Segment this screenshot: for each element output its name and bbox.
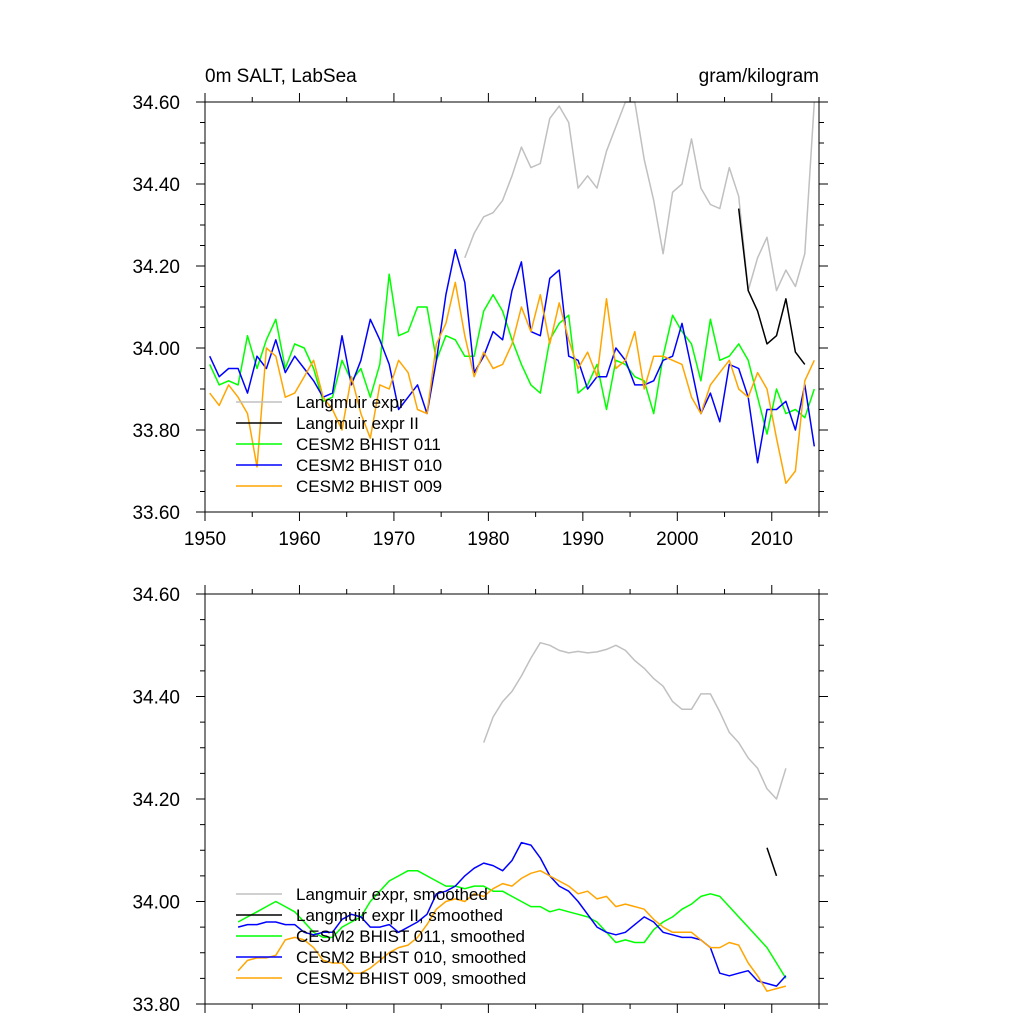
y-tick-label: 34.00 <box>132 339 180 360</box>
top-ticks-layer: 1950 1960 1970 1980 1990 2000 2010 33.60 33.80 34… <box>132 93 828 550</box>
legend-label: CESM2 BHIST 009 <box>296 477 442 496</box>
series-line-1-1 <box>766 847 778 877</box>
top-series-layer <box>209 101 816 485</box>
legend-label: CESM2 BHIST 009, smoothed <box>296 969 526 988</box>
legend-label: CESM2 BHIST 010 <box>296 456 442 475</box>
top-panel: 1950 1960 1970 1980 1990 2000 2010 33.60 33.80 34… <box>132 66 828 550</box>
y-tick-label: 34.60 <box>132 585 180 606</box>
x-tick-label: 1970 <box>373 529 415 550</box>
x-tick-label: 1960 <box>278 529 320 550</box>
y-tick-label: 34.40 <box>132 688 180 709</box>
legend-label: CESM2 BHIST 010, smoothed <box>296 948 526 967</box>
series-line-1-0 <box>482 641 787 800</box>
y-tick-label: 34.00 <box>132 893 180 914</box>
legend-label: Langmuir expr II <box>296 414 419 433</box>
bottom-ticks-layer: 33.80 34.00 34.20 34.40 34.60 <box>132 585 828 1016</box>
y-tick-label: 34.20 <box>132 790 180 811</box>
y-tick-label: 34.20 <box>132 257 180 278</box>
bottom-legend: Langmuir expr, smoothed Langmuir expr II,… <box>236 885 526 988</box>
bottom-panel: 33.80 34.00 34.20 34.40 34.60 Langmuir expr,… <box>132 585 828 1016</box>
legend-label: CESM2 BHIST 011 <box>296 435 441 454</box>
series-line-1-2 <box>237 869 787 979</box>
x-tick-label: 1990 <box>562 529 604 550</box>
series-line-1-3 <box>237 841 787 987</box>
series-line-0-2 <box>209 273 816 435</box>
legend-label: Langmuir expr <box>296 393 405 412</box>
y-tick-label: 33.80 <box>132 421 180 442</box>
y-tick-label: 33.60 <box>132 503 180 524</box>
top-title: 0m SALT, LabSea <box>205 66 357 87</box>
y-tick-label: 34.40 <box>132 175 180 196</box>
top-legend: Langmuir expr Langmuir expr II CESM2 BHIST… <box>236 393 442 496</box>
series-line-0-1 <box>737 208 806 365</box>
series-line-0-0 <box>464 101 816 292</box>
y-tick-label: 33.80 <box>132 995 180 1016</box>
legend-label: Langmuir expr II, smoothed <box>296 906 503 925</box>
x-tick-label: 1950 <box>184 529 226 550</box>
top-units-label: gram/kilogram <box>699 66 819 87</box>
bottom-series-layer <box>237 641 787 992</box>
series-line-1-4 <box>237 869 787 992</box>
x-tick-label: 2010 <box>751 529 793 550</box>
legend-label: CESM2 BHIST 011, smoothed <box>296 927 525 946</box>
series-line-0-3 <box>209 248 816 464</box>
legend-label: Langmuir expr, smoothed <box>296 885 488 904</box>
y-tick-label: 34.60 <box>132 93 180 114</box>
x-tick-label: 1980 <box>467 529 509 550</box>
series-line-0-4 <box>209 281 815 485</box>
x-tick-label: 2000 <box>656 529 698 550</box>
